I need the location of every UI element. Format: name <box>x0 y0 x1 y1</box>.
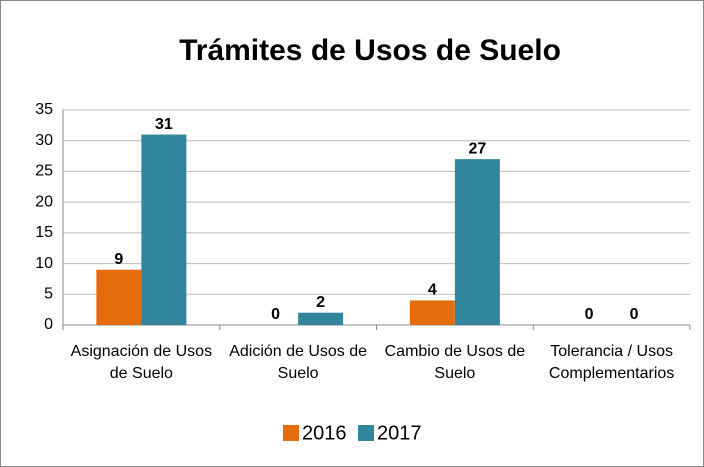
y-tick-label: 0 <box>44 316 53 333</box>
x-tick-label: Adición de Usos de Suelo <box>229 343 368 382</box>
x-tick-label: Tolerancia / Usos Complementarios <box>548 343 675 382</box>
chart-title: Trámites de Usos de Suelo <box>179 34 561 67</box>
x-tick-label: Cambio de Usos de Suelo <box>384 343 526 382</box>
y-tick-label: 35 <box>35 101 53 118</box>
bar <box>96 269 142 325</box>
bar <box>298 312 344 325</box>
y-tick-label: 30 <box>35 132 53 149</box>
bar <box>409 300 455 325</box>
legend-swatch <box>283 425 299 441</box>
data-label: 2 <box>316 294 325 311</box>
y-tick-label: 15 <box>35 224 53 241</box>
legend-label: 2016 <box>302 422 347 444</box>
data-label: 0 <box>585 306 594 323</box>
bar <box>454 159 500 325</box>
legend-swatch <box>358 425 374 441</box>
data-label: 31 <box>155 116 173 133</box>
data-label: 0 <box>630 306 639 323</box>
data-label: 4 <box>428 282 437 299</box>
y-tick-label: 5 <box>44 286 53 303</box>
bar <box>141 134 187 325</box>
data-label: 27 <box>468 140 486 157</box>
y-tick-label: 20 <box>35 193 53 210</box>
data-label: 9 <box>114 251 123 268</box>
data-label: 0 <box>271 306 280 323</box>
y-tick-label: 10 <box>35 255 53 272</box>
legend-label: 2017 <box>377 422 422 444</box>
x-tick-label: Asignación de Usos de Suelo <box>70 343 213 382</box>
y-tick-label: 25 <box>35 163 53 180</box>
